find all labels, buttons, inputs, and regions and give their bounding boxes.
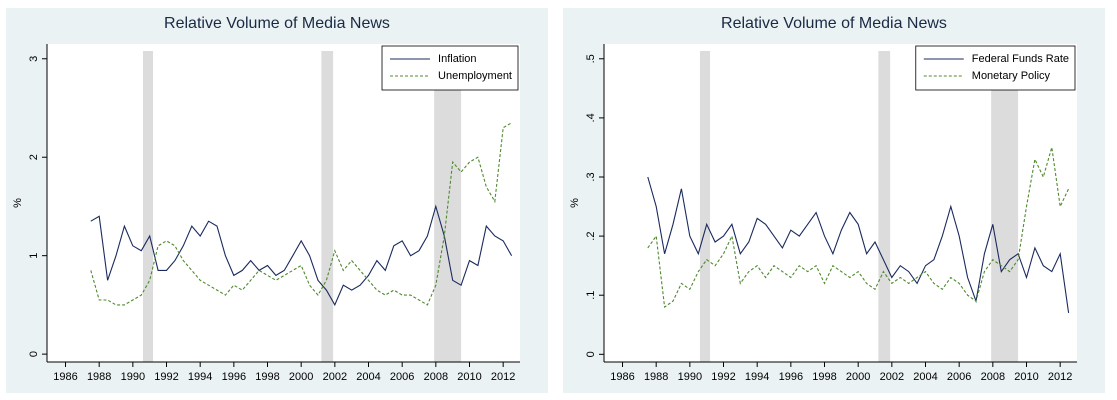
- legend-label: Inflation: [438, 53, 477, 65]
- x-tick-label: 1990: [121, 371, 145, 383]
- legend-label: Monetary Policy: [972, 70, 1051, 82]
- x-tick-label: 1990: [678, 371, 702, 383]
- x-tick-label: 1998: [812, 371, 836, 383]
- x-tick-label: 2004: [356, 371, 380, 383]
- shaded-region: [142, 51, 154, 362]
- x-tick-label: 2010: [457, 371, 481, 383]
- x-tick-label: 1986: [53, 371, 77, 383]
- y-tick-label: .4: [585, 113, 597, 122]
- legend: Inflation Unemployment: [381, 45, 519, 91]
- legend: Federal Funds Rate Monetary Policy: [915, 45, 1076, 91]
- x-tick-label: 2012: [491, 371, 515, 383]
- x-tick-label: 1992: [154, 371, 178, 383]
- x-tick-label: 2002: [880, 371, 904, 383]
- x-tick-label: 2006: [947, 371, 971, 383]
- panel: Relative Volume of Media News 0 .1 .2 .3 .4 .5…: [563, 8, 1105, 393]
- y-tick-label: 2: [28, 154, 40, 160]
- panel: Relative Volume of Media News 0 1 2 3 1986 198…: [6, 8, 548, 393]
- chart-title: Relative Volume of Media News: [164, 15, 390, 32]
- y-tick-label: .2: [585, 232, 597, 241]
- x-tick-label: 2012: [1048, 371, 1072, 383]
- x-tick-label: 2008: [424, 371, 448, 383]
- legend-box: [381, 45, 519, 91]
- x-tick-label: 2000: [289, 371, 313, 383]
- y-tick-label: 0: [585, 351, 597, 357]
- x-tick-label: 2002: [323, 371, 347, 383]
- x-tick-label: 1992: [711, 371, 735, 383]
- y-tick-label: 3: [28, 56, 40, 62]
- shaded-region: [321, 51, 334, 362]
- x-tick-label: 1996: [779, 371, 803, 383]
- series-line: [647, 176, 1070, 313]
- legend-label: Unemployment: [438, 70, 512, 82]
- x-tick-label: 2008: [981, 371, 1005, 383]
- legend-label: Federal Funds Rate: [972, 53, 1069, 65]
- y-axis-label: %: [12, 198, 24, 208]
- x-tick-label: 2004: [913, 371, 937, 383]
- x-tick-label: 1996: [222, 371, 246, 383]
- x-tick-label: 1986: [610, 371, 634, 383]
- series-line: [90, 204, 513, 307]
- x-tick-label: 1988: [644, 371, 668, 383]
- legend-box: [915, 45, 1076, 91]
- y-tick-label: .5: [585, 54, 597, 63]
- x-tick-label: 1988: [87, 371, 111, 383]
- shaded-region: [699, 51, 711, 362]
- x-tick-label: 1998: [255, 371, 279, 383]
- shaded-region: [878, 51, 891, 362]
- y-tick-label: .3: [585, 172, 597, 181]
- y-tick-label: 0: [28, 351, 40, 357]
- chart-title: Relative Volume of Media News: [721, 15, 947, 32]
- y-tick-label: 1: [28, 253, 40, 259]
- series-line: [90, 122, 512, 306]
- x-tick-label: 2000: [846, 371, 870, 383]
- series-line: [647, 147, 1070, 308]
- y-axis-label: %: [569, 198, 581, 208]
- y-tick-label: .1: [585, 291, 597, 300]
- x-tick-label: 1994: [188, 371, 212, 383]
- x-tick-label: 2010: [1014, 371, 1038, 383]
- x-tick-label: 1994: [745, 371, 769, 383]
- shaded-region: [991, 51, 1019, 362]
- x-tick-label: 2006: [390, 371, 414, 383]
